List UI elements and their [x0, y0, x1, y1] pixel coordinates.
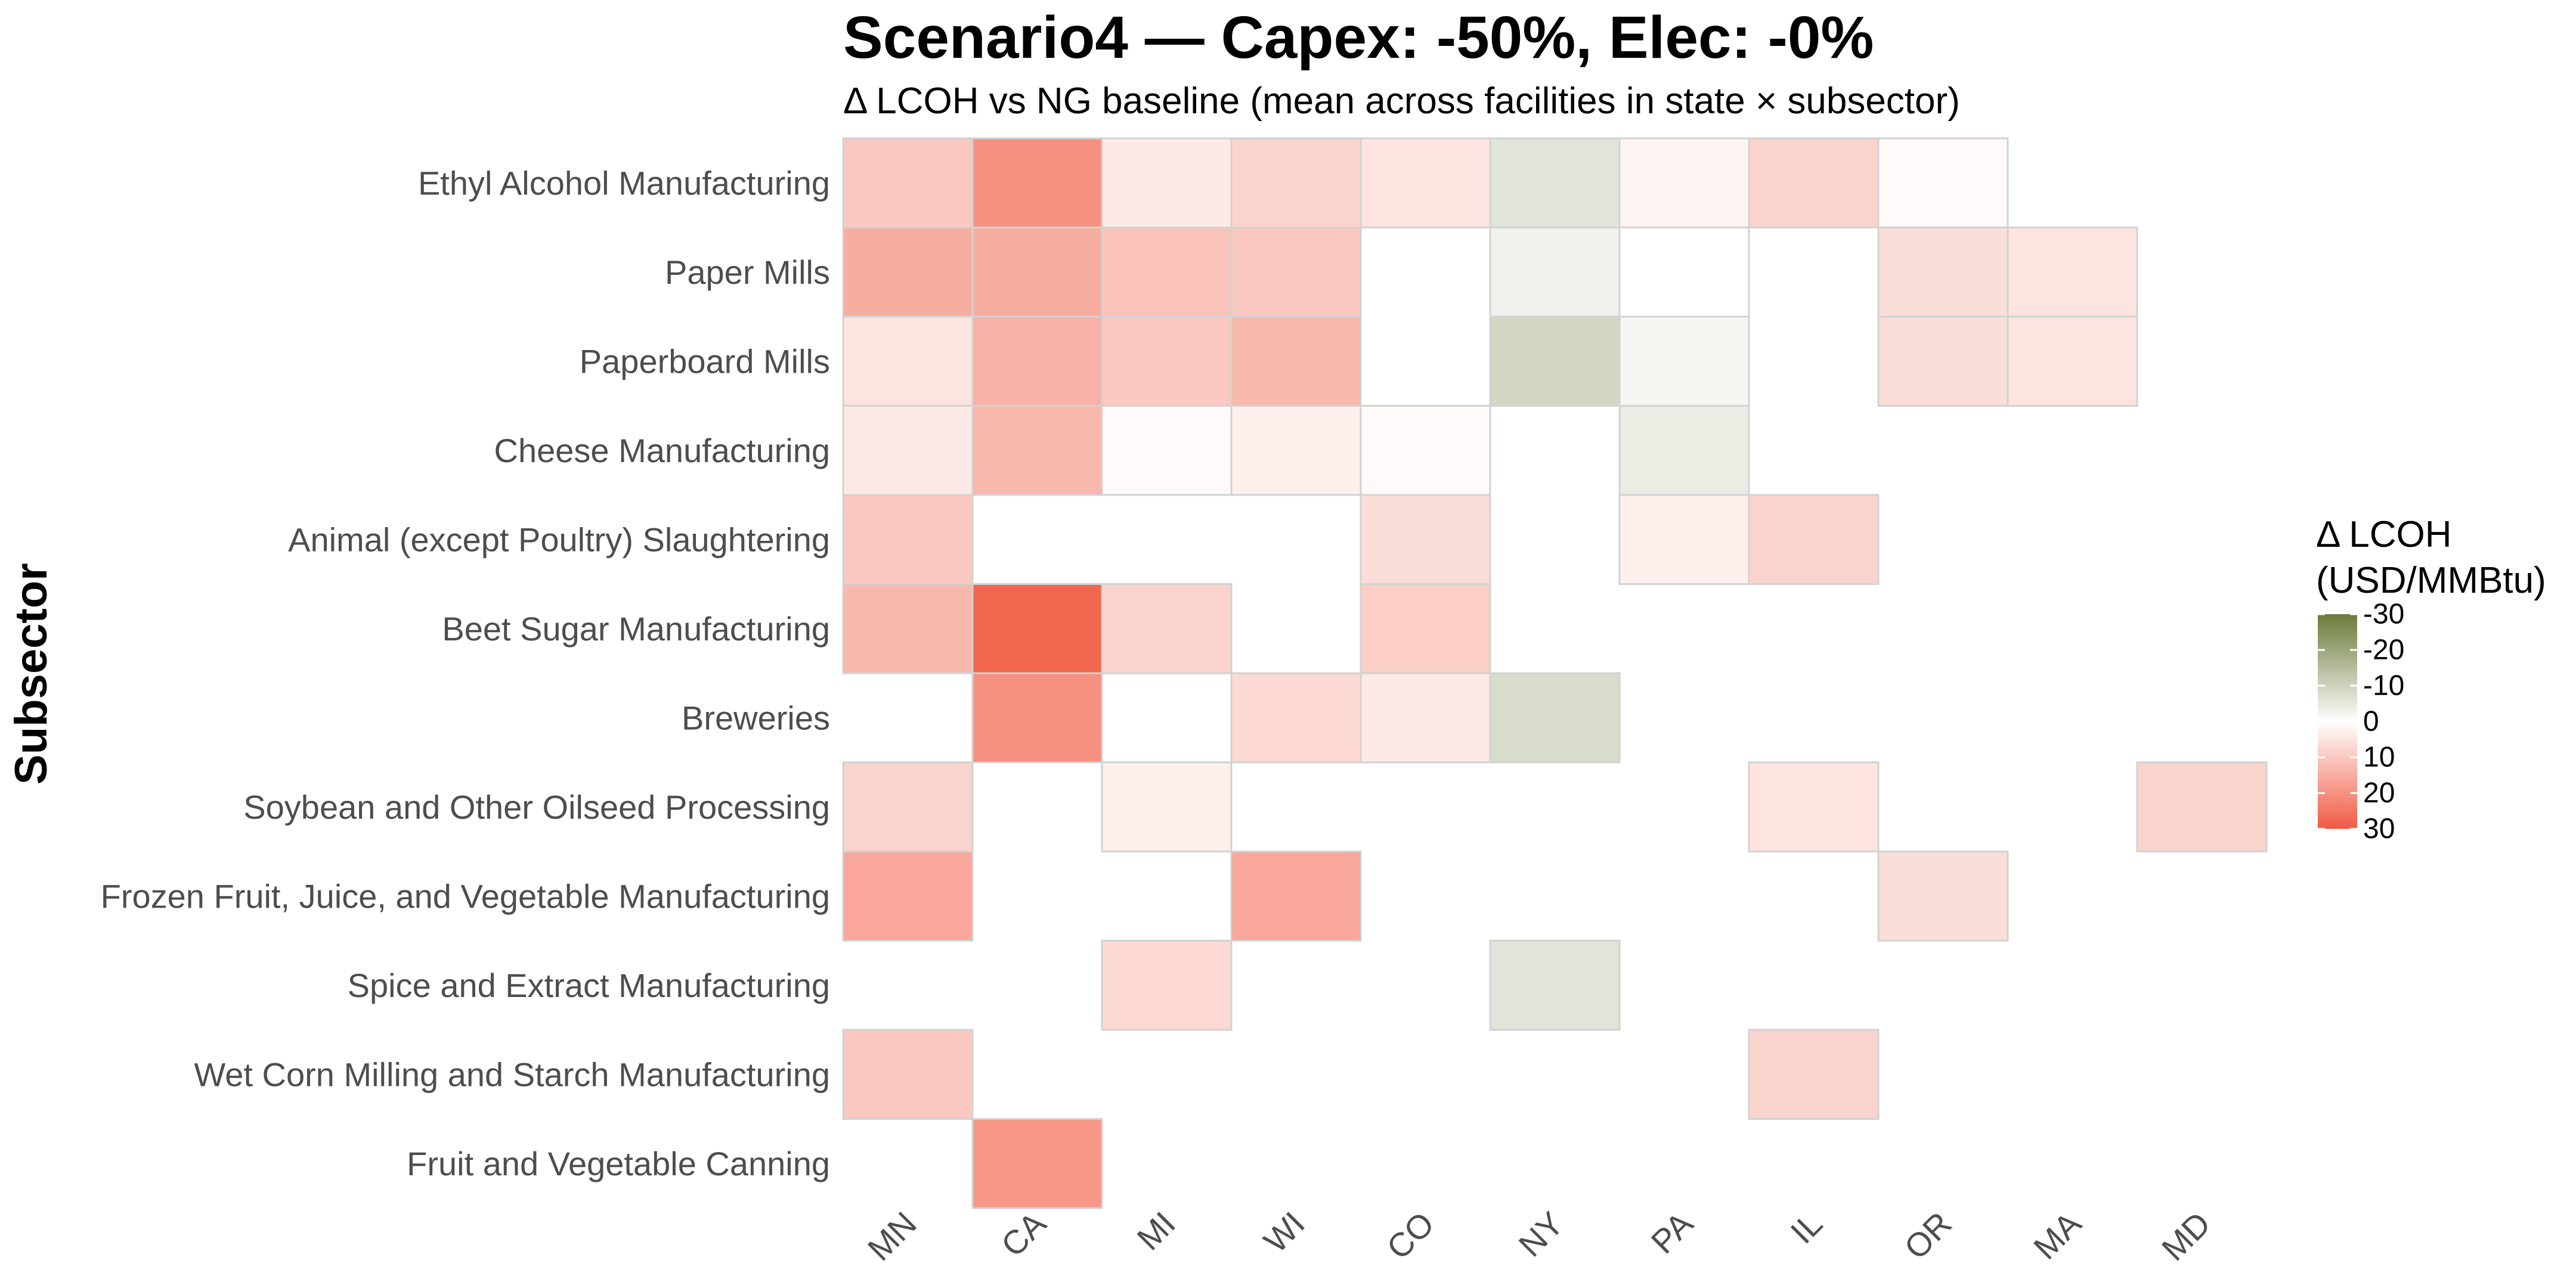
chart-title: Scenario4 — Capex: -50%, Elec: -0%: [843, 4, 1874, 71]
heatmap-cell-ca-breweries: [971, 672, 1103, 763]
x-tick-label: NY: [1511, 1205, 1571, 1264]
heatmap-cell-or-paper-mills: [1877, 227, 2009, 318]
x-tick-label: WI: [1256, 1205, 1312, 1260]
heatmap-cell-il-wet-corn-milling-and-starch-manufacturing: [1748, 1029, 1880, 1120]
legend-tick-label: -10: [2363, 670, 2404, 702]
x-tick-label: MN: [860, 1205, 924, 1268]
heatmap-cell-ca-fruit-and-vegetable-canning: [971, 1118, 1103, 1209]
heatmap-cell-wi-paperboard-mills: [1230, 315, 1362, 407]
heatmap-cell-mi-soybean-and-other-oilseed-processing: [1101, 761, 1233, 853]
x-tick-label: PA: [1644, 1204, 1701, 1261]
x-tick-label: CA: [993, 1204, 1053, 1264]
heatmap-cell-md-soybean-and-other-oilseed-processing: [2136, 761, 2268, 853]
heatmap-cell-ny-paper-mills: [1489, 227, 1621, 318]
y-tick-label: Paperboard Mills: [580, 342, 830, 380]
x-tick-labels: MN CA MI WI CO NY PA IL OR MA MD: [860, 1204, 2218, 1268]
heatmap-cell-co-breweries: [1360, 672, 1491, 763]
y-axis-label: Subsector: [6, 563, 57, 785]
heatmap-cell-ny-breweries: [1489, 672, 1621, 763]
heatmap-cell-il-animal-except-poultry-slaughtering: [1748, 494, 1880, 585]
heatmap-cell-mn-soybean-and-other-oilseed-processing: [842, 761, 974, 853]
heatmap-cell-ca-ethyl-alcohol-manufacturing: [971, 137, 1103, 228]
x-tick-label: MI: [1129, 1205, 1182, 1258]
heatmap-cell-mn-animal-except-poultry-slaughtering: [842, 494, 974, 585]
x-tick-label: MA: [2026, 1204, 2088, 1266]
heatmap-cell-ny-spice-and-extract-manufacturing: [1489, 940, 1621, 1031]
y-tick-label: Wet Corn Milling and Starch Manufacturin…: [194, 1055, 830, 1093]
legend-tick-label: 0: [2363, 706, 2379, 738]
heatmap-cell-pa-cheese-manufacturing: [1618, 405, 1750, 496]
y-tick-label: Soybean and Other Oilseed Processing: [243, 788, 830, 826]
heatmap-cell-ca-cheese-manufacturing: [971, 405, 1103, 496]
heatmap-cell-mi-paperboard-mills: [1101, 315, 1233, 407]
heatmap-cell-ca-beet-sugar-manufacturing: [971, 583, 1103, 674]
heatmap-cell-ny-ethyl-alcohol-manufacturing: [1489, 137, 1621, 228]
heatmap-cell-mn-paper-mills: [842, 227, 974, 318]
legend-tick-label: 20: [2363, 778, 2395, 809]
heatmap-cell-mn-cheese-manufacturing: [842, 405, 974, 496]
heatmap-cell-wi-frozen-fruit-juice-and-vegetable-manufacturing: [1230, 850, 1362, 942]
heatmap-cell-mi-ethyl-alcohol-manufacturing: [1101, 137, 1233, 228]
heatmap-cell-co-animal-except-poultry-slaughtering: [1360, 494, 1491, 585]
heatmap-cells: [842, 137, 2268, 1209]
heatmap-cell-mn-frozen-fruit-juice-and-vegetable-manufacturing: [842, 850, 974, 942]
heatmap-cell-co-ethyl-alcohol-manufacturing: [1360, 137, 1491, 228]
heatmap-cell-mn-ethyl-alcohol-manufacturing: [842, 137, 974, 228]
y-tick-label: Animal (except Poultry) Slaughtering: [288, 521, 830, 558]
heatmap-cell-mn-paperboard-mills: [842, 315, 974, 407]
heatmap-cell-mi-beet-sugar-manufacturing: [1101, 583, 1233, 674]
y-tick-label: Ethyl Alcohol Manufacturing: [418, 164, 830, 202]
heatmap-cell-wi-paper-mills: [1230, 227, 1362, 318]
chart-subtitle: Δ LCOH vs NG baseline (mean across facil…: [843, 80, 1960, 122]
legend-tick-label: -20: [2363, 634, 2404, 666]
heatmap-cell-mi-cheese-manufacturing: [1101, 405, 1233, 496]
y-tick-label: Cheese Manufacturing: [494, 432, 830, 469]
y-tick-label: Breweries: [682, 699, 830, 736]
heatmap-cell-ny-paperboard-mills: [1489, 315, 1621, 407]
y-tick-label: Frozen Fruit, Juice, and Vegetable Manuf…: [101, 877, 830, 915]
y-tick-label: Paper Mills: [665, 253, 830, 291]
y-tick-label: Spice and Extract Manufacturing: [348, 967, 830, 1004]
y-tick-label: Beet Sugar Manufacturing: [442, 610, 830, 648]
heatmap-cell-mn-beet-sugar-manufacturing: [842, 583, 974, 674]
heatmap-cell-ma-paper-mills: [2007, 227, 2138, 318]
heatmap-cell-pa-ethyl-alcohol-manufacturing: [1618, 137, 1750, 228]
heatmap-cell-ca-paper-mills: [971, 227, 1103, 318]
heatmap-cell-co-beet-sugar-manufacturing: [1360, 583, 1491, 674]
heatmap-cell-il-soybean-and-other-oilseed-processing: [1748, 761, 1880, 853]
heatmap-cell-mn-wet-corn-milling-and-starch-manufacturing: [842, 1029, 974, 1120]
heatmap-cell-pa-paper-mills: [1618, 227, 1750, 318]
x-tick-label: OR: [1897, 1205, 1959, 1267]
heatmap-cell-wi-cheese-manufacturing: [1230, 405, 1362, 496]
legend-tick-label: -30: [2363, 599, 2404, 630]
x-tick-label: MD: [2154, 1205, 2218, 1268]
heatmap-cell-mi-spice-and-extract-manufacturing: [1101, 940, 1233, 1031]
heatmap-cell-ma-paperboard-mills: [2007, 315, 2138, 407]
heatmap-cell-or-ethyl-alcohol-manufacturing: [1877, 137, 2009, 228]
color-legend: Δ LCOH (USD/MMBtu) -30 -20 -10 0 10 20 30: [2316, 514, 2546, 845]
y-tick-label: Fruit and Vegetable Canning: [407, 1145, 830, 1182]
heatmap-cell-co-cheese-manufacturing: [1360, 405, 1491, 496]
heatmap-cell-or-paperboard-mills: [1877, 315, 2009, 407]
heatmap-cell-wi-breweries: [1230, 672, 1362, 763]
heatmap-cell-or-frozen-fruit-juice-and-vegetable-manufacturing: [1877, 850, 2009, 942]
heatmap-cell-mi-paper-mills: [1101, 227, 1233, 318]
heatmap-cell-pa-paperboard-mills: [1618, 315, 1750, 407]
x-tick-label: CO: [1379, 1205, 1441, 1267]
heatmap-cell-il-ethyl-alcohol-manufacturing: [1748, 137, 1880, 228]
x-tick-label: IL: [1783, 1205, 1829, 1251]
heatmap-cell-ca-paperboard-mills: [971, 315, 1103, 407]
legend-tick-label: 10: [2363, 742, 2395, 773]
legend-title-line-2: (USD/MMBtu): [2316, 560, 2546, 601]
legend-tick-label: 30: [2363, 813, 2395, 845]
heatmap-cell-pa-animal-except-poultry-slaughtering: [1618, 494, 1750, 585]
y-tick-labels: Ethyl Alcohol Manufacturing Paper Mills Pa…: [101, 164, 830, 1182]
legend-title-line-1: Δ LCOH: [2316, 514, 2451, 555]
heatmap-cell-wi-ethyl-alcohol-manufacturing: [1230, 137, 1362, 228]
